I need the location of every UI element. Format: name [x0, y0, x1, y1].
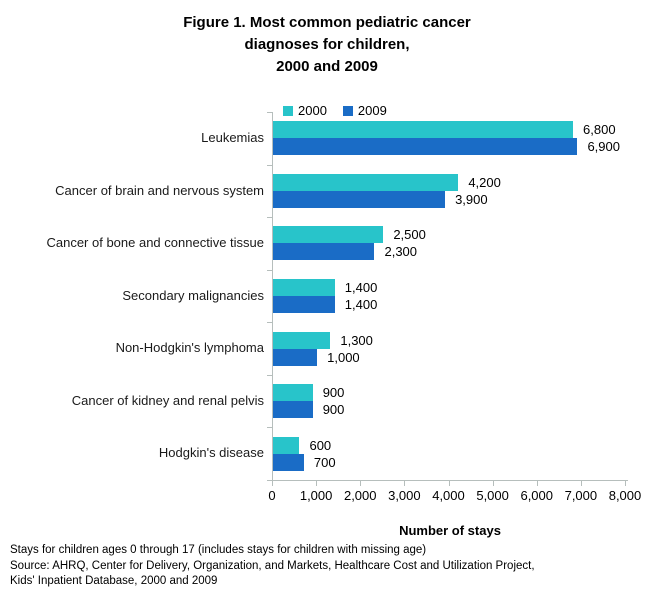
value-label-2009-3: 2,300 — [384, 244, 418, 260]
y-axis-tick — [267, 269, 272, 271]
legend: 2000 2009 — [283, 103, 387, 118]
x-axis-tick — [625, 481, 626, 486]
x-axis-tick-label: 5,000 — [476, 488, 509, 503]
y-axis-tick — [267, 374, 272, 376]
value-label-2000-3: 2,500 — [393, 227, 426, 243]
legend-swatch-2009-icon — [342, 105, 353, 116]
y-axis-tick — [267, 427, 272, 429]
x-axis-tick-label: 8,000 — [608, 488, 642, 503]
bar-2009-2 — [273, 190, 446, 208]
value-label-2009-6: 900 — [322, 402, 345, 418]
footnote-line-2: Source: AHRQ, Center for Delivery, Organ… — [10, 559, 535, 572]
x-axis-tick — [536, 481, 538, 486]
footnotes: Stays for children ages 0 through 17 (in… — [10, 543, 535, 590]
bar-2000-7 — [273, 436, 300, 454]
x-axis-tick — [316, 481, 318, 486]
x-axis-tick-label: 3,000 — [388, 488, 421, 503]
x-axis-tick — [404, 481, 406, 486]
value-label-2000-1: 6,800 — [583, 122, 616, 138]
bar-2009-1 — [273, 138, 578, 156]
value-label-2009-1: 6,900 — [587, 139, 620, 155]
legend-swatch-2000-icon — [283, 105, 293, 116]
x-axis-line — [272, 480, 628, 481]
legend-label-2000: 2000 — [298, 103, 327, 118]
y-axis-line — [272, 112, 273, 481]
legend-item-2009: 2009 — [342, 103, 387, 118]
bar-2009-3 — [273, 243, 375, 261]
x-axis-tick-label: 2,000 — [343, 488, 377, 503]
y-axis-tick — [267, 480, 272, 481]
value-label-2009-4: 1,400 — [344, 297, 378, 312]
value-label-2009-7: 700 — [313, 454, 336, 470]
x-axis-tick — [272, 481, 273, 486]
x-axis-tick — [492, 481, 494, 486]
bar-2000-1 — [273, 121, 574, 139]
chart-title-line-1: Figure 1. Most common pediatric cancer — [183, 14, 471, 31]
value-label-2009-2: 3,900 — [455, 191, 488, 207]
bar-2000-6 — [273, 384, 313, 402]
x-axis-tick-label: 1,000 — [299, 488, 333, 503]
x-axis-tick — [580, 481, 582, 486]
value-label-2009-5: 1,000 — [327, 349, 360, 365]
bar-2009-6 — [273, 401, 313, 419]
value-label-2000-2: 4,200 — [468, 174, 501, 190]
value-label-2000-7: 600 — [309, 437, 332, 453]
chart-title: Figure 1. Most common pediatric cancer d… — [0, 12, 654, 78]
bar-2000-3 — [273, 226, 384, 244]
y-axis-tick — [267, 322, 272, 324]
plot-area: 6,800 6,900 4,200 3,900 2,500 2,300 1,400 1,400… — [273, 112, 626, 480]
x-axis-tick-label: 0 — [268, 488, 276, 503]
x-axis-tick-label: 4,000 — [432, 488, 465, 503]
category-label-2: Cancer of brain and nervous system — [55, 182, 264, 198]
legend-item-2000: 2000 — [283, 103, 327, 118]
y-axis-tick — [267, 217, 272, 219]
bar-2009-4 — [273, 296, 335, 313]
value-label-2000-6: 900 — [322, 385, 345, 401]
bar-2000-4 — [273, 279, 335, 296]
x-axis-tick — [360, 481, 362, 486]
x-axis-tick — [448, 481, 450, 486]
category-label-4: Secondary malignancies — [122, 287, 264, 303]
y-axis-tick — [267, 164, 272, 166]
category-label-6: Cancer of kidney and renal pelvis — [71, 392, 264, 408]
category-label-5: Non-Hodgkin's lymphoma — [115, 340, 264, 356]
x-axis-tick-label: 7,000 — [564, 488, 598, 503]
y-axis-tick — [267, 112, 272, 113]
category-label-3: Cancer of bone and connective tissue — [46, 235, 264, 251]
category-label-7: Hodgkin's disease — [158, 445, 264, 461]
x-axis-tick-label: 6,000 — [520, 488, 554, 503]
bar-2009-5 — [273, 348, 318, 366]
category-labels: Leukemias Cancer of brain and nervous sys… — [0, 112, 264, 480]
value-label-2000-4: 1,400 — [344, 280, 378, 295]
chart-title-line-2: diagnoses for children, — [244, 36, 410, 53]
legend-label-2009: 2009 — [357, 103, 387, 118]
bar-2000-5 — [273, 331, 331, 349]
chart-title-line-3: 2000 and 2009 — [276, 58, 378, 75]
bar-2000-2 — [273, 173, 459, 191]
footnote-line-1: Stays for children ages 0 through 17 (in… — [10, 544, 427, 556]
bar-2009-7 — [273, 453, 304, 471]
category-label-1: Leukemias — [201, 130, 264, 145]
footnote-line-3: Kids' Inpatient Database, 2000 and 2009 — [10, 575, 218, 588]
x-axis-title: Number of stays — [399, 523, 501, 538]
value-label-2000-5: 1,300 — [340, 332, 373, 348]
